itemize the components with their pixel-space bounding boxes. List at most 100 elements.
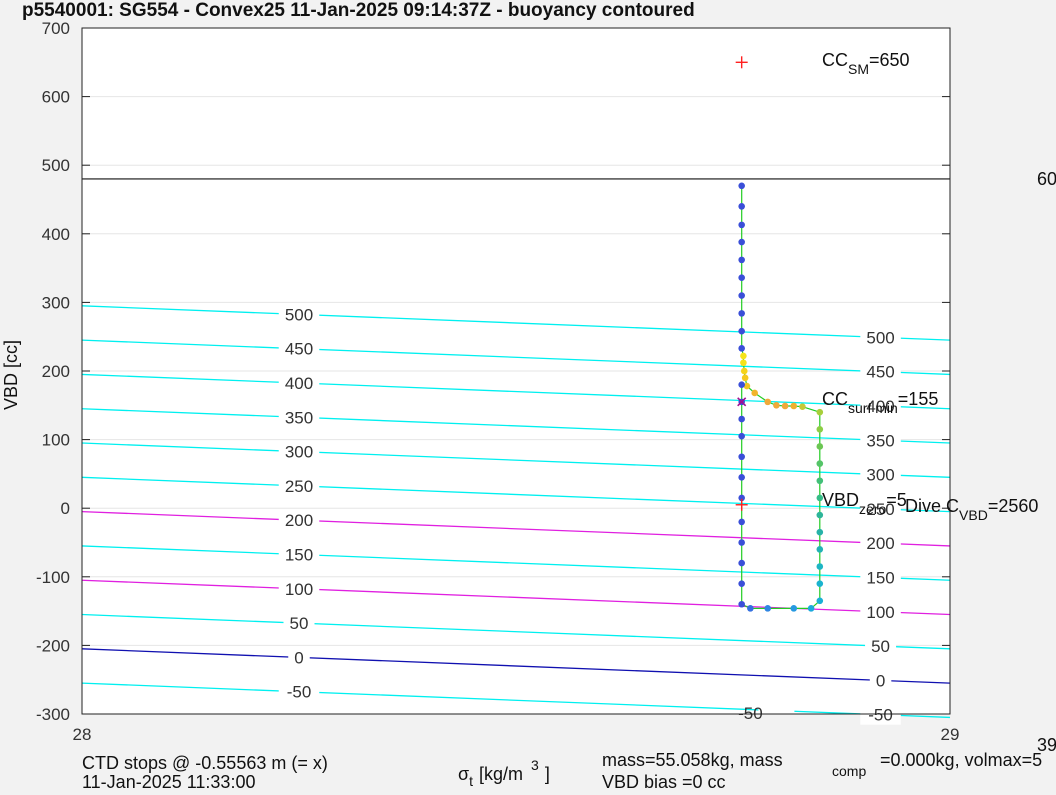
data-point (738, 310, 745, 317)
contour-label-bg (278, 578, 320, 599)
contour-line (81, 476, 951, 513)
data-point (816, 528, 824, 536)
contour-label-left: 500 (285, 305, 313, 324)
contour-label-bg (860, 464, 901, 485)
data-point (740, 367, 748, 375)
data-point (738, 453, 745, 461)
contour-label-right: 450 (866, 363, 894, 382)
contour-label-bg (278, 441, 320, 462)
contour-label-left: 200 (285, 511, 313, 530)
cc-surf-min-annotation: CCsurf min=155 (822, 389, 938, 416)
data-point (740, 352, 747, 360)
vbd-zero-marker (735, 498, 748, 511)
contour-label-bg (758, 702, 795, 714)
contour-label-right: 350 (866, 431, 894, 450)
data-point (764, 605, 772, 612)
data-point (764, 398, 772, 406)
contour-label-bg (860, 704, 901, 725)
contour-label-bg (278, 544, 320, 565)
contour-label-bg (860, 430, 901, 451)
ctd-datetime-text: 11-Jan-2025 11:33:00 (82, 772, 255, 790)
buoyancy-contours: 5005004504504004003503503003002502501501… (81, 304, 951, 725)
data-point (738, 345, 745, 352)
data-point (738, 256, 745, 264)
y-tick-label: 300 (42, 293, 70, 312)
contour-label-left: 100 (285, 580, 313, 599)
data-point (816, 460, 824, 467)
y-tick-label: 200 (42, 362, 70, 381)
contour-label-left: 150 (285, 546, 313, 565)
data-point (738, 415, 745, 423)
data-point (738, 182, 745, 190)
chart-title: p5540001: SG554 - Convex25 11-Jan-2025 0… (22, 0, 695, 21)
contour-label-right: 200 (866, 534, 894, 553)
contour-line (81, 613, 951, 650)
contour-label-bg (860, 498, 901, 519)
data-point (751, 389, 758, 397)
y-axis-label: VBD [cc] (1, 340, 21, 410)
data-point (741, 374, 749, 382)
cc-sm-marker (735, 56, 748, 69)
data-point (738, 600, 745, 608)
data-point (740, 359, 747, 367)
data-point (738, 221, 745, 229)
data-point (816, 511, 824, 519)
data-point (816, 546, 824, 553)
data-point (816, 408, 824, 416)
y-tick-label: 100 (42, 431, 70, 450)
y-tick-label: -100 (36, 568, 70, 587)
mass-rest-text: =0.000kg, volmax=5 (880, 750, 1042, 770)
data-point (816, 563, 824, 570)
data-point (738, 292, 745, 299)
data-point (738, 518, 745, 526)
x-tick-label: 29 (941, 725, 960, 744)
contour-label-left: 0 (294, 648, 303, 667)
contour-label-right: 100 (866, 603, 894, 622)
contour-label-left: 300 (285, 443, 313, 462)
contour-label-right: 50 (871, 637, 890, 656)
contour-label-bg (278, 373, 320, 394)
y-tick-label: 0 (61, 499, 70, 518)
contour-label-right: -50 (868, 706, 893, 725)
contour-label-bg (278, 475, 320, 496)
contour-label-bg (860, 601, 901, 622)
dive-c-annotation: Dive CVBD=2560 (905, 496, 1038, 523)
data-point (738, 203, 745, 210)
contour-label-left: 50 (290, 614, 309, 633)
data-point (738, 559, 745, 567)
data-point (816, 597, 824, 605)
contour-label-right: 150 (866, 568, 894, 587)
data-point (738, 494, 745, 502)
data-point (738, 539, 745, 546)
mass-text: mass=55.058kg, mass (602, 750, 783, 770)
data-point (773, 402, 780, 409)
contour-label-bg (865, 636, 897, 657)
data-point (738, 274, 745, 282)
contour-label-right: 0 (876, 671, 885, 690)
contour-line (81, 408, 951, 444)
cc-surf-min-marker (737, 397, 747, 407)
data-point (816, 580, 824, 587)
vbd-zero-annotation: VBDzero=5 (822, 490, 907, 517)
vbd-bias-text: VBD bias =0 cc (602, 772, 726, 790)
data-point (743, 382, 751, 390)
contour-label-bg (288, 647, 310, 668)
contour-label-right: 300 (866, 466, 894, 485)
contour-label-bg (283, 613, 315, 634)
contour-label-bg (278, 304, 320, 325)
contour-label-right: 400 (866, 397, 894, 416)
contour-line (81, 339, 951, 376)
y-tick-label: 700 (42, 19, 70, 38)
contour-label-bg (860, 533, 901, 554)
contour-line (81, 510, 951, 547)
y-tick-label: 600 (42, 88, 70, 107)
x-tick-label: 28 (73, 725, 92, 744)
y-tick-label: -200 (36, 636, 70, 655)
data-point (799, 403, 806, 410)
mass-comp-subscript: comp (832, 763, 866, 779)
contour-label-left: 400 (285, 374, 313, 393)
data-point (816, 426, 824, 433)
